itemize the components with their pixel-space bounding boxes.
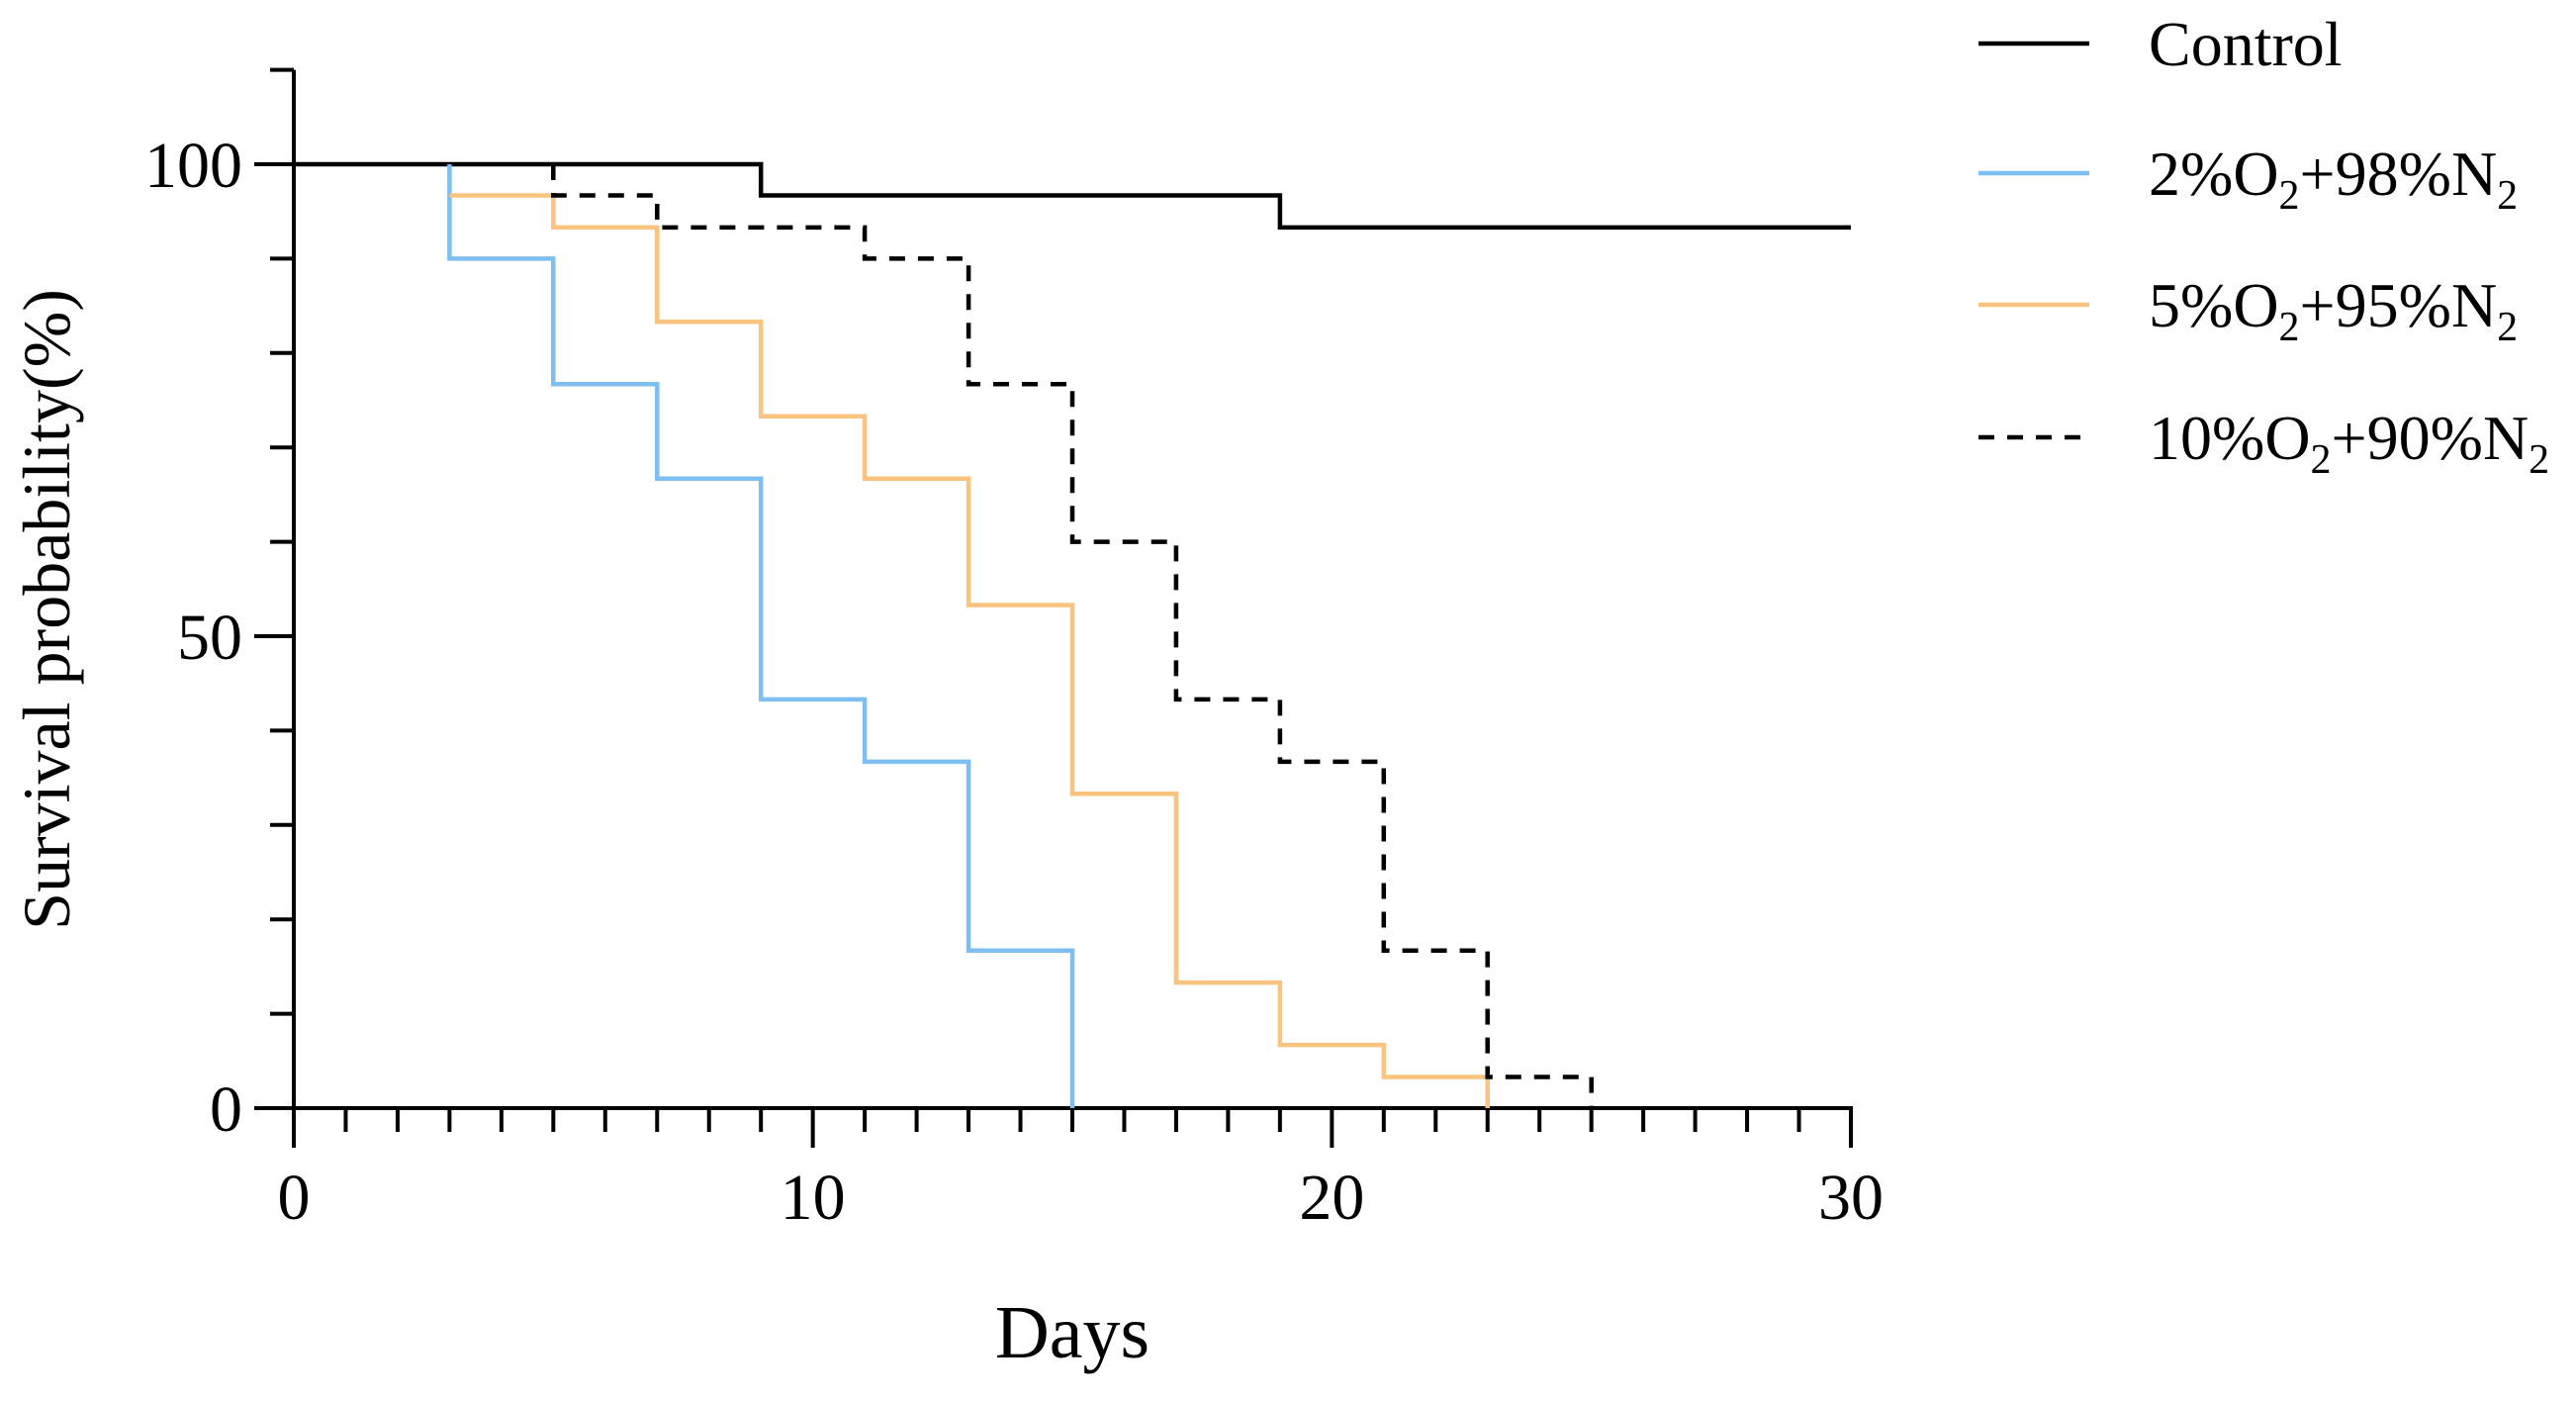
x-tick-label: 0	[278, 1162, 311, 1234]
legend-subscript: 2	[2529, 437, 2549, 483]
legend-subscript: 2	[2279, 173, 2300, 219]
legend-subscript: 2	[2497, 173, 2518, 219]
x-tick-label: 30	[1818, 1162, 1884, 1234]
legend-subscript: 2	[2497, 305, 2518, 350]
series-group	[294, 161, 1851, 1108]
y-tick-label: 50	[177, 602, 242, 674]
legend-text: Control	[2149, 9, 2343, 79]
legend-label-2-o2-98-n2: 2%O2+98%N2	[2149, 139, 2518, 219]
legend-text: 2%O	[2149, 139, 2279, 209]
legend-label-control: Control	[2149, 9, 2343, 79]
series-line-control	[294, 161, 1851, 231]
legend-text: +95%N	[2300, 270, 2498, 340]
x-tick-label: 10	[781, 1162, 846, 1234]
legend-text: +90%N	[2332, 403, 2530, 473]
legend-text: 5%O	[2149, 270, 2279, 340]
legend-text: +98%N	[2300, 139, 2498, 209]
legend-label-5-o2-95-n2: 5%O2+95%N2	[2149, 270, 2518, 350]
y-tick-label: 0	[210, 1074, 242, 1146]
x-tick-label: 20	[1299, 1162, 1364, 1234]
axes-group: 0 10 20 30 0 50 100	[144, 67, 1884, 1234]
series-line-2-o2-98-n2	[447, 164, 1075, 1108]
legend-subscript: 2	[2279, 305, 2300, 350]
series-line-10-o2-90-n2	[551, 164, 1594, 1108]
x-axis-label: Days	[995, 1291, 1150, 1374]
y-tick-label: 100	[144, 130, 242, 202]
series-line-5-o2-95-n2	[449, 193, 1490, 1108]
legend-subscript: 2	[2311, 437, 2332, 483]
legend-text: 10%O	[2149, 403, 2311, 473]
y-axis-label: Survival probability(%)	[9, 289, 84, 930]
legend-label-10-o2-90-n2: 10%O2+90%N2	[2149, 403, 2549, 483]
